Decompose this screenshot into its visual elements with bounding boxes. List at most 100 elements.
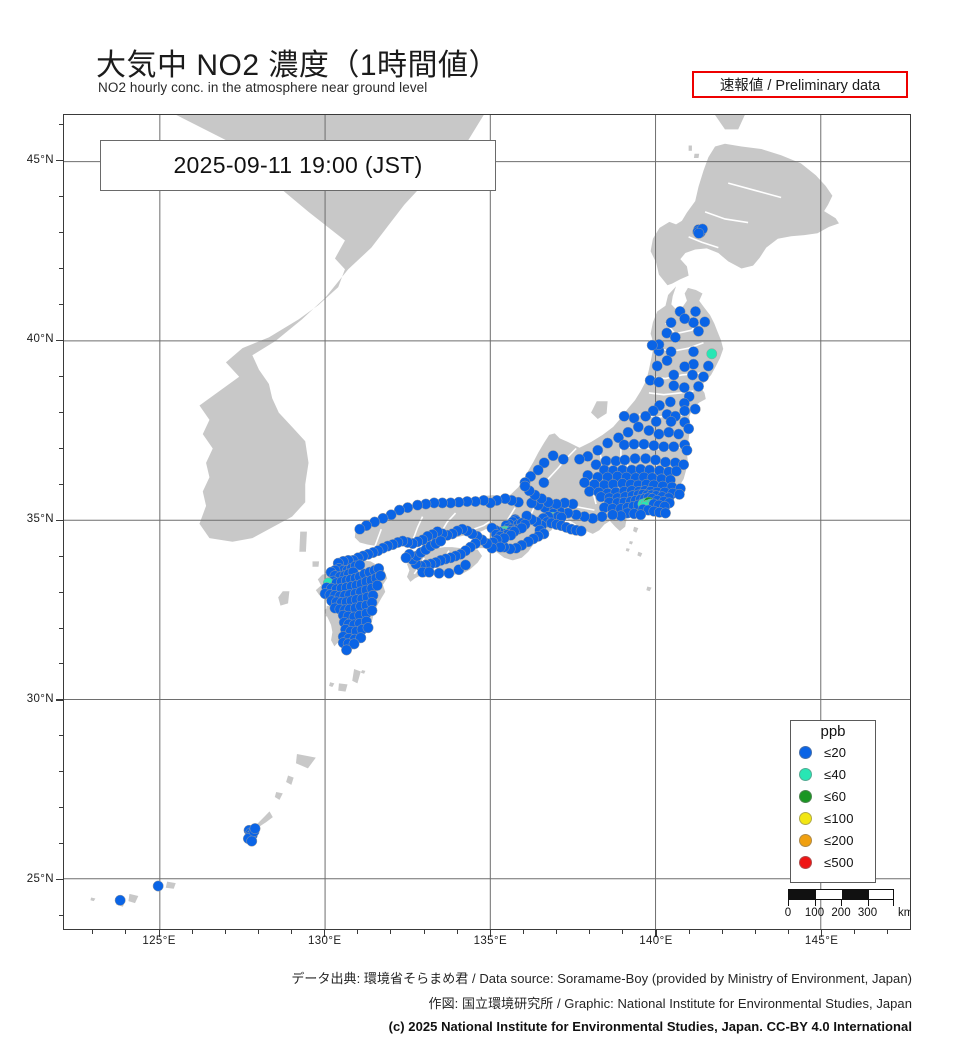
- station-point[interactable]: [689, 403, 701, 415]
- station-point[interactable]: [584, 486, 595, 497]
- station-point[interactable]: [152, 880, 164, 892]
- station-point[interactable]: [648, 440, 660, 452]
- station-point[interactable]: [538, 457, 550, 469]
- station-point[interactable]: [660, 456, 671, 468]
- station-point[interactable]: [371, 580, 383, 591]
- station-point[interactable]: [647, 405, 659, 417]
- station-point[interactable]: [607, 509, 619, 521]
- station-point[interactable]: [679, 361, 691, 373]
- station-point[interactable]: [668, 369, 680, 381]
- station-point[interactable]: [557, 453, 569, 465]
- station-point[interactable]: [673, 488, 685, 500]
- station-point[interactable]: [354, 559, 366, 571]
- station-point[interactable]: [706, 348, 718, 360]
- station-point[interactable]: [688, 346, 699, 358]
- station-point[interactable]: [690, 306, 701, 317]
- station-point[interactable]: [640, 453, 652, 464]
- station-point[interactable]: [619, 454, 631, 466]
- station-point[interactable]: [650, 454, 661, 466]
- station-point[interactable]: [681, 444, 693, 456]
- station-point[interactable]: [632, 421, 644, 433]
- station-point[interactable]: [702, 360, 714, 372]
- station-point[interactable]: [668, 441, 680, 453]
- station-point[interactable]: [663, 426, 675, 438]
- axis-tick-x-minor: [191, 930, 193, 934]
- scale-bar: 0 100 200 300 km: [784, 889, 910, 923]
- station-point[interactable]: [640, 410, 652, 422]
- station-point[interactable]: [366, 605, 378, 617]
- station-point[interactable]: [519, 480, 531, 492]
- station-point[interactable]: [348, 638, 360, 650]
- station-point[interactable]: [661, 355, 673, 367]
- station-point[interactable]: [651, 360, 663, 372]
- station-point[interactable]: [443, 567, 455, 579]
- station-point[interactable]: [575, 525, 587, 537]
- station-point[interactable]: [650, 416, 662, 427]
- legend-item-1[interactable]: ≤40: [791, 763, 875, 785]
- legend-item-5[interactable]: ≤500: [791, 851, 875, 873]
- station-point[interactable]: [665, 317, 677, 329]
- station-point[interactable]: [618, 439, 630, 451]
- station-point[interactable]: [532, 464, 544, 476]
- legend-item-label: ≤40: [824, 766, 847, 782]
- station-point[interactable]: [679, 405, 691, 417]
- station-point[interactable]: [249, 823, 261, 834]
- station-point[interactable]: [362, 622, 374, 634]
- station-point[interactable]: [678, 382, 690, 393]
- station-point[interactable]: [375, 570, 386, 582]
- legend-item-2[interactable]: ≤60: [791, 785, 875, 807]
- station-point[interactable]: [653, 428, 665, 440]
- station-point[interactable]: [670, 465, 682, 477]
- station-point[interactable]: [678, 459, 690, 471]
- station-point[interactable]: [590, 459, 602, 471]
- station-point[interactable]: [435, 535, 447, 547]
- station-point[interactable]: [668, 380, 680, 392]
- map-plot-area[interactable]: 2025-09-11 19:00 (JST) ppb ≤20 ≤40 ≤60 ≤100…: [63, 114, 911, 930]
- station-point[interactable]: [433, 567, 445, 579]
- station-point[interactable]: [646, 339, 658, 351]
- station-point[interactable]: [679, 313, 691, 325]
- station-point[interactable]: [638, 438, 650, 450]
- station-point[interactable]: [412, 499, 424, 511]
- station-point[interactable]: [613, 432, 624, 444]
- station-point[interactable]: [393, 504, 405, 516]
- station-point[interactable]: [687, 369, 698, 381]
- station-point[interactable]: [622, 426, 634, 438]
- station-point[interactable]: [246, 835, 258, 847]
- station-point[interactable]: [602, 437, 614, 449]
- station-point[interactable]: [669, 331, 681, 343]
- station-point[interactable]: [683, 423, 695, 435]
- station-point[interactable]: [423, 566, 435, 578]
- station-point[interactable]: [629, 453, 641, 464]
- station-point[interactable]: [628, 438, 640, 450]
- station-point[interactable]: [592, 444, 604, 456]
- station-point[interactable]: [664, 396, 676, 408]
- station-point[interactable]: [538, 477, 550, 489]
- station-point[interactable]: [660, 507, 671, 519]
- station-point[interactable]: [693, 325, 704, 337]
- station-point[interactable]: [698, 371, 709, 383]
- station-point[interactable]: [665, 416, 677, 427]
- station-point[interactable]: [460, 559, 471, 571]
- station-point[interactable]: [673, 428, 685, 440]
- station-point[interactable]: [693, 380, 704, 392]
- legend-item-3[interactable]: ≤100: [791, 807, 875, 829]
- station-point[interactable]: [699, 316, 711, 328]
- station-point[interactable]: [653, 376, 665, 388]
- station-point[interactable]: [661, 327, 673, 339]
- station-point[interactable]: [643, 425, 655, 436]
- legend-item-0[interactable]: ≤20: [791, 741, 875, 763]
- station-point[interactable]: [574, 453, 585, 465]
- station-point[interactable]: [618, 410, 630, 422]
- station-point[interactable]: [400, 552, 412, 564]
- station-point[interactable]: [547, 450, 559, 462]
- station-point[interactable]: [354, 523, 366, 535]
- station-point[interactable]: [114, 894, 126, 906]
- station-point[interactable]: [693, 227, 705, 239]
- station-point[interactable]: [596, 511, 608, 523]
- legend-item-4[interactable]: ≤200: [791, 829, 875, 851]
- station-point[interactable]: [635, 509, 647, 521]
- station-point[interactable]: [600, 455, 612, 467]
- station-point[interactable]: [341, 644, 352, 656]
- station-point[interactable]: [658, 441, 670, 453]
